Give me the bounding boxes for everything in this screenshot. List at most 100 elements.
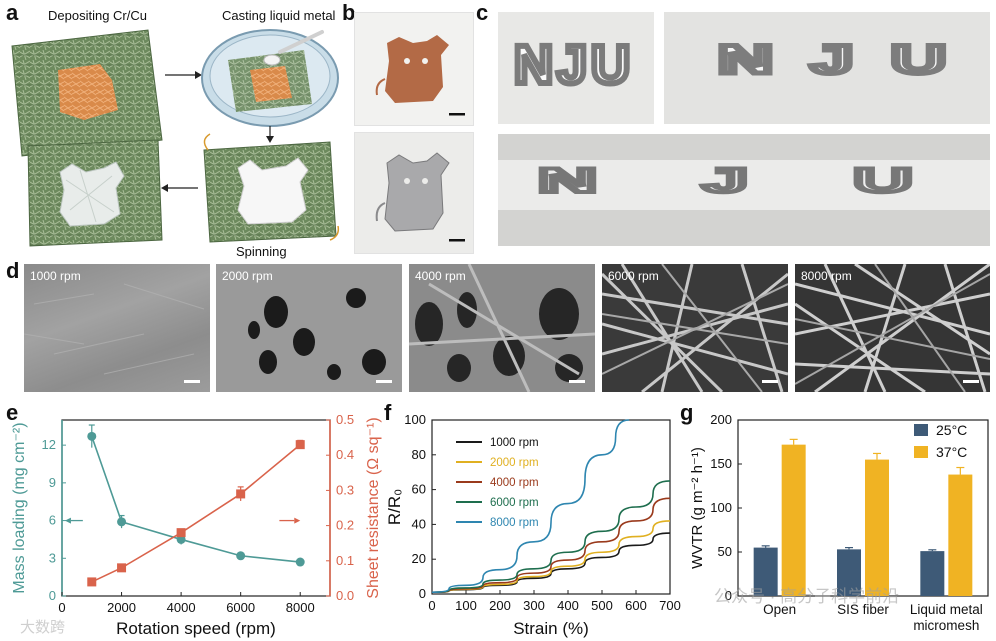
nju-text-stretched: NJU — [713, 36, 985, 85]
bar — [781, 444, 806, 596]
legend-label: 2000 rpm — [490, 457, 539, 469]
sem-label-6000: 6000 rpm — [608, 269, 659, 283]
panel-c-label: c — [476, 0, 489, 25]
arrow-down-icon — [266, 126, 274, 143]
bar — [753, 547, 778, 596]
data-point — [236, 551, 246, 561]
y-right-tick-label: 0.2 — [336, 518, 354, 533]
cu-pattern-photo — [354, 12, 474, 126]
y-tick-label: 60 — [412, 482, 426, 497]
category-label: SIS fiber — [837, 602, 889, 617]
y-left-tick-label: 0 — [49, 588, 56, 603]
data-point — [295, 557, 305, 567]
y-left-tick-label: 9 — [49, 475, 56, 490]
axis-arrow-right-head — [294, 517, 301, 524]
x-axis-label: Strain (%) — [513, 619, 589, 638]
sem-6000rpm: 6000 rpm — [602, 264, 788, 392]
plot-frame — [431, 419, 671, 595]
legend-label: 25°C — [936, 422, 967, 438]
x-tick-label: 6000 — [226, 600, 255, 615]
cow-icon-copper — [375, 35, 465, 116]
panel-g-label: g — [680, 400, 694, 425]
arrow-right-icon — [165, 71, 202, 79]
panel-e-label: e — [6, 400, 19, 425]
scale-bar — [569, 380, 585, 383]
legend-swatch — [914, 424, 928, 436]
data-point — [236, 489, 246, 499]
y-tick-label: 200 — [710, 412, 732, 427]
y-right-axis-label: Sheet resistance (Ω sq⁻¹) — [365, 417, 382, 598]
sem-1000rpm: 1000 rpm — [24, 264, 210, 392]
sem-2000rpm: 2000 rpm — [216, 264, 402, 392]
x-axis-label: Rotation speed (rpm) — [116, 619, 276, 638]
scale-bar — [762, 380, 778, 383]
x-tick-label: 100 — [455, 598, 477, 613]
sem-label-1000: 1000 rpm — [30, 269, 81, 283]
axis-arrow-left-head — [64, 517, 71, 524]
arrow-left-icon — [161, 184, 198, 192]
data-point — [87, 431, 97, 441]
scale-bar — [184, 380, 200, 383]
sem-8000rpm: 8000 rpm — [795, 264, 990, 392]
y-tick-label: 50 — [718, 544, 732, 559]
y-right-tick-label: 0.0 — [336, 588, 354, 603]
legend-swatch — [914, 446, 928, 458]
y-tick-label: 0 — [419, 586, 426, 601]
mat-with-cu-pattern — [11, 29, 163, 157]
step-cast-caption: Casting liquid metal — [222, 8, 336, 23]
x-tick-label: 4000 — [167, 600, 196, 615]
sem-label-4000: 4000 rpm — [415, 269, 466, 283]
legend-label: 8000 rpm — [490, 517, 539, 529]
scale-bar — [376, 380, 392, 383]
sem-label-2000: 2000 rpm — [222, 269, 273, 283]
nju-text-strip: NJU — [533, 160, 996, 202]
data-point — [295, 440, 305, 450]
x-tick-label: 500 — [591, 598, 613, 613]
bar — [837, 549, 861, 596]
x-tick-label: 400 — [557, 598, 579, 613]
chart-resistance-strain: 0 100 200 300 400 500 600 700 0 20 40 60 80 100 Strain… — [385, 412, 681, 638]
y-left-axis-label: Mass loading (mg cm⁻²) — [11, 422, 28, 593]
nju-photo-relaxed: NJU — [498, 12, 654, 124]
data-point — [117, 563, 127, 573]
bar — [920, 551, 945, 596]
y-tick-label: 100 — [404, 412, 426, 427]
legend-label: 6000 rpm — [490, 497, 539, 509]
y-tick-label: 100 — [710, 500, 732, 515]
nju-text-relaxed: NJU — [511, 32, 635, 98]
x-tick-label: 200 — [489, 598, 511, 613]
y-tick-label: 40 — [412, 516, 426, 531]
series-curve — [431, 520, 671, 594]
series-curve — [431, 419, 630, 594]
bar — [948, 474, 973, 596]
category-label: Liquid metal — [910, 602, 983, 617]
y-right-tick-label: 0.1 — [336, 553, 354, 568]
y-axis-label: WVTR (g m⁻² h⁻¹) — [689, 447, 706, 569]
panel-b-label: b — [342, 0, 356, 25]
fabrication-schematic — [11, 29, 340, 247]
series-curve — [431, 480, 671, 594]
y-axis-label: R/R₀ — [385, 489, 404, 525]
legend-label: 1000 rpm — [490, 437, 539, 449]
data-point — [117, 517, 127, 527]
x-tick-label: 600 — [625, 598, 647, 613]
step-spin-caption: Spinning — [236, 244, 287, 259]
panel-a-label: a — [6, 0, 19, 25]
panel-f-label: f — [384, 400, 392, 425]
y-tick-label: 20 — [412, 551, 426, 566]
watermark-right: 公众号 · 高分子科学前沿 — [714, 587, 900, 606]
nju-photo-strip: NJU — [498, 134, 990, 246]
x-tick-label: 300 — [523, 598, 545, 613]
series-line — [91, 436, 301, 563]
x-tick-label: 0 — [58, 600, 65, 615]
y-right-tick-label: 0.4 — [336, 447, 354, 462]
legend-label: 4000 rpm — [490, 477, 539, 489]
nju-photo-stretched: NJU — [664, 12, 990, 124]
mat-with-liquid-metal — [27, 139, 163, 247]
y-right-tick-label: 0.3 — [336, 482, 354, 497]
sem-4000rpm: 4000 rpm — [409, 264, 595, 392]
lm-pattern-photo — [354, 132, 474, 254]
series-curve — [431, 497, 671, 594]
series-line — [91, 444, 301, 583]
chart-mass-loading-sheet-resistance: 0 2000 4000 6000 8000 0 3 6 9 12 0.0 0.1 0.2 0.3 0.4 0.… — [11, 412, 382, 638]
